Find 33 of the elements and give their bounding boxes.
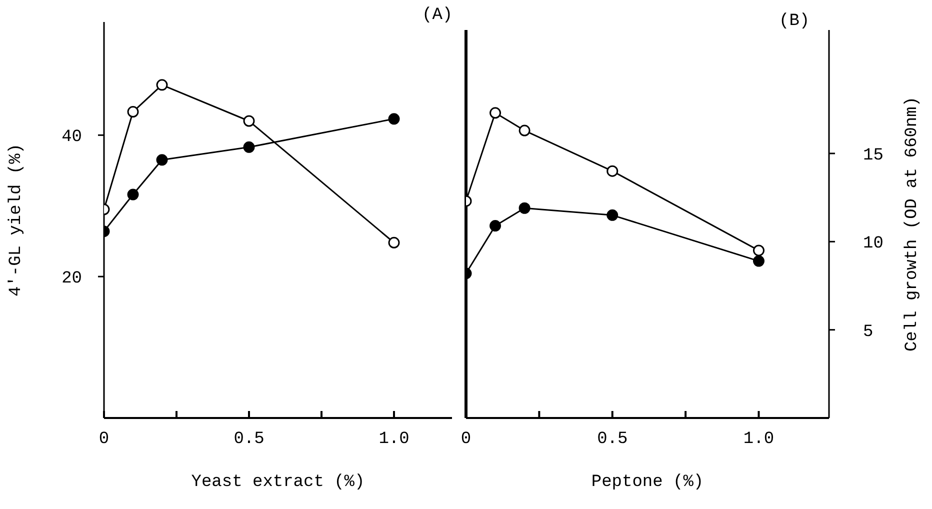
point: [490, 220, 502, 232]
point: [606, 209, 618, 221]
point: [518, 124, 530, 136]
point: [127, 106, 139, 118]
x-tick-label: 1.0: [743, 430, 774, 450]
chart-title: (A): [422, 6, 453, 25]
point: [388, 236, 400, 248]
y-axis-title: 4'-GL yield (%): [7, 143, 26, 297]
x-tick-label: 0.5: [597, 430, 628, 450]
y2-axis-title: Cell growth (OD at 660nm): [903, 96, 922, 352]
point: [388, 113, 400, 125]
x-axis-title: Peptone (%): [591, 473, 704, 492]
y2-tick-label: 15: [863, 146, 884, 166]
point: [752, 244, 764, 256]
y2-tick-label: 5: [863, 322, 874, 342]
point: [490, 107, 502, 119]
point: [518, 202, 530, 214]
y-tick-label: 20: [62, 270, 82, 289]
x-axis-title: Yeast extract (%): [191, 473, 365, 492]
point: [752, 255, 764, 267]
point: [606, 165, 618, 177]
point: [156, 154, 168, 166]
y-tick-label: 40: [62, 128, 82, 148]
point: [156, 79, 168, 91]
x-tick-label: 0.5: [234, 430, 264, 450]
x-tick-label: 0: [460, 430, 472, 450]
point: [127, 188, 139, 200]
y2-tick-label: 10: [863, 234, 884, 254]
point: [243, 141, 255, 153]
x-tick-label: 0: [98, 430, 110, 450]
point: [243, 115, 255, 127]
chart-title: (B): [779, 12, 810, 31]
x-tick-label: 1.0: [378, 430, 410, 450]
